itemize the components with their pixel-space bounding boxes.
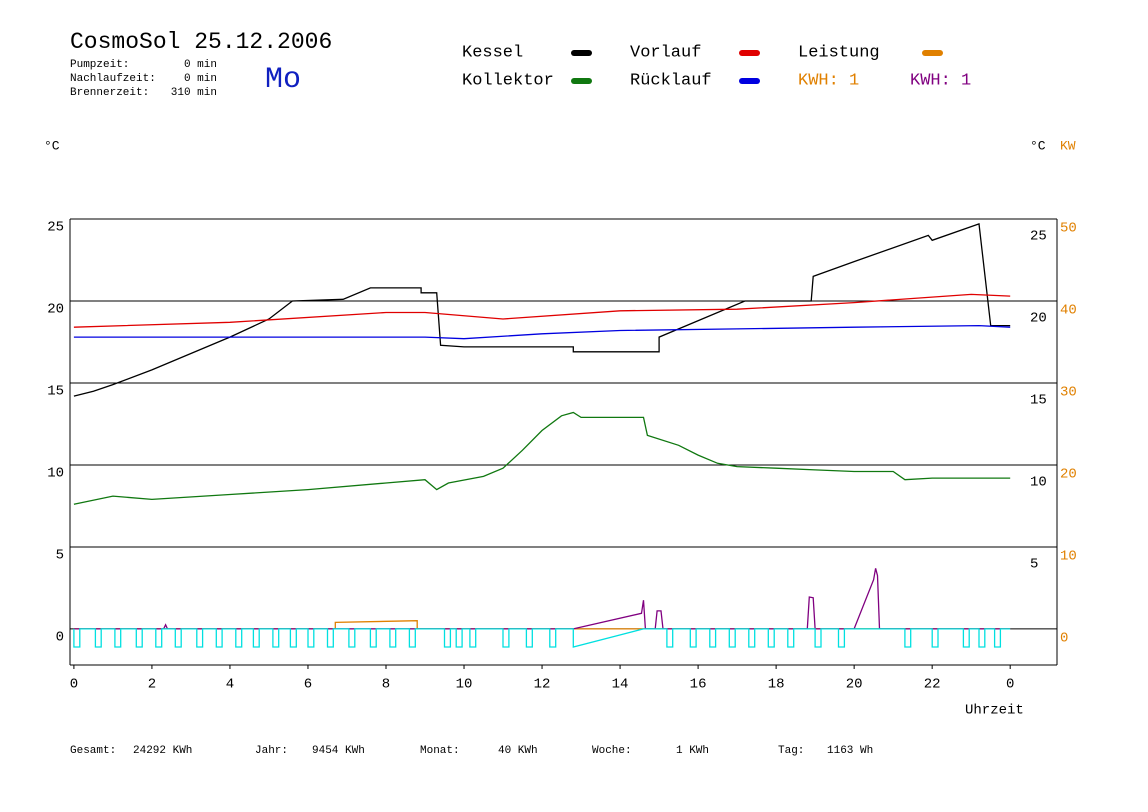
y-tick-label: 10 <box>47 466 64 482</box>
series-line <box>73 568 1011 630</box>
y-tick-label: 5 <box>56 548 64 564</box>
annotation: KWH: 1 <box>798 71 859 90</box>
total-value: 1 KWh <box>676 745 709 757</box>
total-label: Monat: <box>420 745 460 757</box>
series-line <box>73 293 1011 328</box>
x-tick-label: 14 <box>612 677 629 693</box>
info-label: Brennerzeit: <box>70 87 149 99</box>
y2-tick-label: 10 <box>1060 549 1077 565</box>
total-value: 1163 Wh <box>827 745 873 757</box>
legend-label: Kollektor <box>462 71 554 90</box>
series-line <box>73 628 1011 648</box>
info-value: 0 min <box>184 73 217 85</box>
x-tick-label: 4 <box>226 677 234 693</box>
series-line <box>73 223 1011 397</box>
y2-axis-label: KW <box>1060 138 1076 153</box>
x-tick-label: 10 <box>456 677 473 693</box>
info-value: 310 min <box>171 87 217 99</box>
info-label: Pumpzeit: <box>70 59 129 71</box>
x-tick-label: 12 <box>534 677 551 693</box>
y2-tick-label: 30 <box>1060 385 1077 401</box>
x-tick-label: 22 <box>924 677 941 693</box>
x-tick-label: 0 <box>70 677 78 693</box>
info-label: Nachlaufzeit: <box>70 73 156 85</box>
series-line <box>73 411 1011 505</box>
y-right-tick-label: 15 <box>1030 393 1047 409</box>
y-right-tick-label: 10 <box>1030 475 1047 491</box>
total-label: Tag: <box>778 745 804 757</box>
legend-label: Kessel <box>462 43 523 62</box>
series-line <box>73 324 1011 340</box>
x-axis-label: Uhrzeit <box>965 703 1024 719</box>
total-value: 40 KWh <box>498 745 538 757</box>
legend-label: Rücklauf <box>630 71 712 90</box>
legend-label: Vorlauf <box>630 43 701 62</box>
y-tick-label: 15 <box>47 384 64 400</box>
total-label: Jahr: <box>255 745 288 757</box>
total-value: 24292 KWh <box>133 745 192 757</box>
y-axis-label: °C <box>44 138 60 153</box>
total-label: Woche: <box>592 745 632 757</box>
x-tick-label: 6 <box>304 677 312 693</box>
legend-label: Leistung <box>798 43 880 62</box>
total-value: 9454 KWh <box>312 745 365 757</box>
y2-tick-label: 40 <box>1060 303 1077 319</box>
x-tick-label: 0 <box>1006 677 1014 693</box>
weekday: Mo <box>265 63 301 97</box>
y-tick-label: 25 <box>47 220 64 236</box>
y-right-tick-label: 5 <box>1030 557 1038 573</box>
annotation: KWH: 1 <box>910 71 971 90</box>
y-tick-label: 0 <box>56 630 64 646</box>
x-tick-label: 20 <box>846 677 863 693</box>
y2-tick-label: 0 <box>1060 631 1068 647</box>
series-line <box>73 620 1011 630</box>
total-label: Gesamt: <box>70 745 116 757</box>
x-tick-label: 18 <box>768 677 785 693</box>
y-tick-label: 20 <box>47 302 64 318</box>
y-right-tick-label: 20 <box>1030 311 1047 327</box>
y-right-axis-label: °C <box>1030 138 1046 153</box>
chart-title: CosmoSol 25.12.2006 <box>70 29 332 55</box>
info-value: 0 min <box>184 59 217 71</box>
y2-tick-label: 50 <box>1060 221 1077 237</box>
x-tick-label: 8 <box>382 677 390 693</box>
y-right-tick-label: 25 <box>1030 229 1047 245</box>
x-tick-label: 16 <box>690 677 707 693</box>
x-tick-label: 2 <box>148 677 156 693</box>
y2-tick-label: 20 <box>1060 467 1077 483</box>
